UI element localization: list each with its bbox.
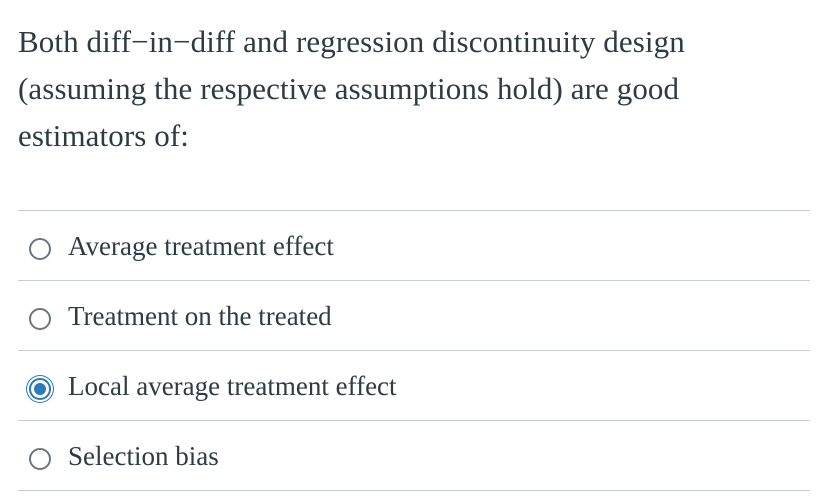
radio-button-icon[interactable] — [29, 447, 51, 470]
answer-label: Average treatment effect — [68, 230, 334, 261]
radio-button-selected-icon[interactable] — [29, 377, 51, 400]
answer-option-average-treatment-effect[interactable]: Average treatment effect — [18, 211, 810, 281]
radio-button-icon[interactable] — [29, 237, 51, 260]
answer-label: Selection bias — [68, 440, 219, 471]
answer-option-treatment-on-the-treated[interactable]: Treatment on the treated — [18, 281, 810, 351]
answer-option-selection-bias[interactable]: Selection bias — [18, 421, 810, 491]
radio-button-icon[interactable] — [29, 307, 51, 330]
answer-option-local-average-treatment-effect[interactable]: Local average treatment effect — [18, 351, 810, 421]
answer-label: Local average treatment effect — [68, 370, 397, 401]
quiz-question: Both diff−in−diff and regression discont… — [18, 0, 810, 491]
answer-list: Average treatment effect Treatment on th… — [18, 210, 810, 491]
question-text: Both diff−in−diff and regression discont… — [18, 24, 685, 153]
answer-label: Treatment on the treated — [68, 300, 332, 331]
